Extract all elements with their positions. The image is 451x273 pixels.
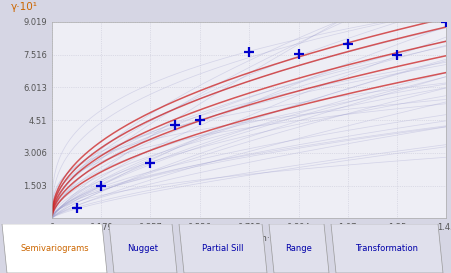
Text: Semivariograms: Semivariograms bbox=[20, 244, 89, 253]
Polygon shape bbox=[179, 224, 267, 273]
Polygon shape bbox=[269, 224, 329, 273]
Text: Nugget: Nugget bbox=[128, 244, 158, 253]
Text: Transformation: Transformation bbox=[355, 244, 419, 253]
Text: Range: Range bbox=[285, 244, 313, 253]
Polygon shape bbox=[331, 224, 443, 273]
Polygon shape bbox=[109, 224, 177, 273]
Text: γ·10¹: γ·10¹ bbox=[10, 2, 37, 12]
Polygon shape bbox=[2, 224, 107, 273]
Text: Partial Sill: Partial Sill bbox=[202, 244, 244, 253]
X-axis label: Distance , h·10¹: Distance , h·10¹ bbox=[213, 234, 285, 243]
